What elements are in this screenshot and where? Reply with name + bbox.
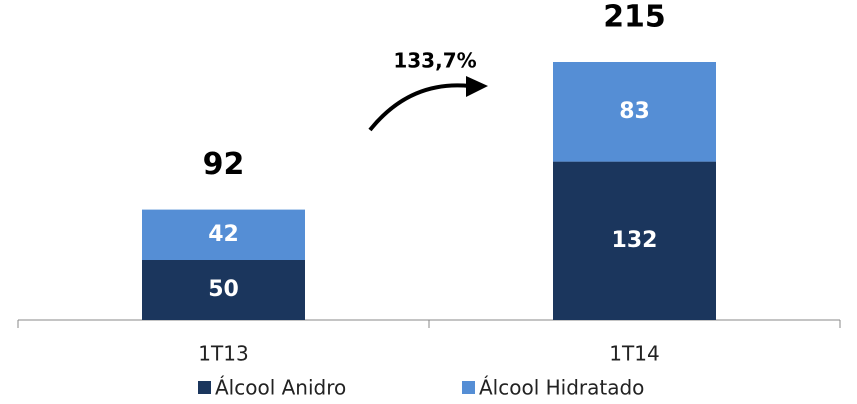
- growth-arrow-head: [466, 76, 488, 97]
- growth-arrow: [368, 83, 471, 132]
- segment-label: 50: [208, 277, 239, 302]
- growth-annotation: 133,7%: [393, 49, 476, 73]
- legend-label: Álcool Anidro: [215, 376, 346, 400]
- bar-segment: [553, 62, 716, 162]
- bar-segment: [142, 260, 305, 320]
- x-tick-label: 1T14: [609, 342, 659, 366]
- legend-swatch: [462, 381, 475, 394]
- total-label: 92: [203, 147, 245, 182]
- x-tick-label: 1T13: [198, 342, 248, 366]
- legend-swatch: [198, 381, 211, 394]
- bar-segment: [142, 209, 305, 260]
- segment-label: 132: [612, 228, 658, 253]
- segment-label: 83: [619, 99, 650, 124]
- legend-label: Álcool Hidratado: [479, 376, 644, 400]
- segment-label: 42: [208, 222, 239, 247]
- total-label: 215: [603, 0, 666, 35]
- bar-segment: [553, 161, 716, 320]
